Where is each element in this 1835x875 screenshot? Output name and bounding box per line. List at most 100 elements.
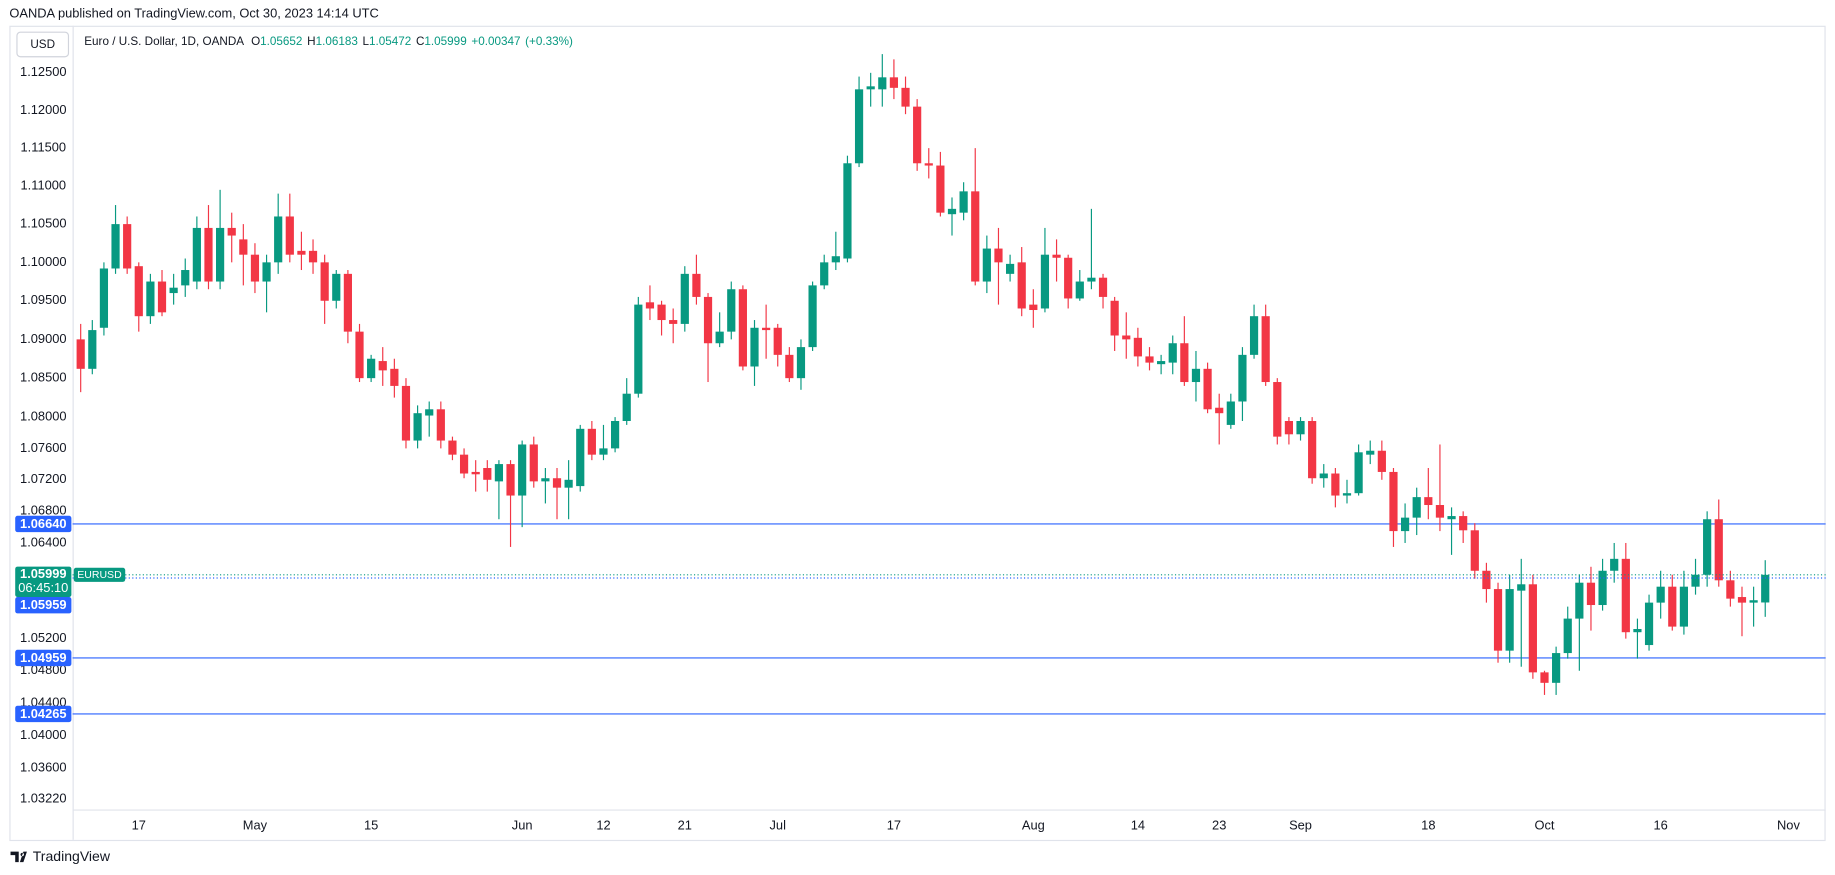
candle-body — [134, 266, 143, 317]
candle-body — [808, 285, 817, 348]
candle-body — [1540, 672, 1549, 683]
legend-change: +0.00347 — [471, 35, 520, 48]
candle-body — [959, 191, 968, 213]
candle-body — [878, 77, 887, 90]
candle-body — [1249, 316, 1259, 355]
legend-key: C — [416, 35, 424, 48]
candle-body — [192, 227, 201, 282]
candle-body — [169, 287, 178, 294]
y-tick-label: 1.10000 — [20, 254, 66, 269]
candle-body — [216, 227, 225, 282]
candle-body — [1098, 277, 1108, 297]
legend-value: 1.05472 — [369, 35, 411, 48]
candle-body — [111, 224, 120, 269]
level-label-box — [15, 649, 72, 667]
candle-body — [1168, 343, 1177, 363]
candle-body — [448, 440, 457, 455]
candle-body — [239, 239, 248, 255]
candle-body — [390, 368, 399, 386]
candle-body — [1749, 600, 1758, 603]
x-tick-label: Aug — [1022, 817, 1045, 832]
candle-body — [1737, 597, 1747, 603]
candle-body — [1377, 450, 1386, 472]
candle-body — [401, 385, 411, 441]
candle-body — [99, 268, 109, 328]
candle-body — [1366, 450, 1375, 455]
candle-body — [1400, 517, 1410, 532]
candle-body — [669, 320, 678, 324]
candle-body — [1203, 368, 1212, 410]
candle-body — [913, 106, 922, 164]
candle-body — [889, 77, 899, 88]
candle-body — [1552, 653, 1561, 683]
x-tick-label: 17 — [132, 817, 146, 832]
candle-body — [157, 281, 167, 313]
level-label: 1.04265 — [20, 706, 66, 721]
candle-body — [1459, 516, 1468, 531]
candle-body — [1017, 262, 1026, 309]
candle-body — [1586, 582, 1596, 606]
candle-body — [1110, 300, 1119, 336]
candle-body — [1470, 530, 1479, 571]
candle-body — [576, 428, 585, 487]
legend-key: O — [251, 35, 260, 48]
candle-body — [204, 227, 213, 282]
candle-body — [820, 262, 829, 286]
candle-body — [320, 262, 329, 301]
candle-body — [1517, 584, 1526, 591]
candle-body — [367, 358, 376, 379]
candle-body — [274, 216, 283, 263]
candle-body — [471, 471, 480, 475]
candle-body — [1040, 254, 1050, 309]
candle-body — [1064, 257, 1073, 299]
y-tick-label: 1.09000 — [20, 331, 66, 346]
candle-body — [1435, 505, 1445, 518]
candle-body — [866, 86, 875, 90]
candle-body — [785, 354, 794, 379]
candle-body — [564, 479, 573, 488]
candle-body — [1644, 602, 1654, 646]
currency-box[interactable] — [16, 31, 70, 58]
candle-body — [1447, 516, 1456, 520]
candle-body — [262, 262, 271, 282]
plot-area: 1.12500 1.12000 1.11500 1.11000 1.10500 1.100… — [20, 54, 1826, 832]
x-tick-label: 15 — [364, 817, 378, 832]
y-tick-label: 1.12500 — [20, 64, 66, 79]
candle-body — [622, 393, 631, 422]
y-tick-label: 1.09500 — [20, 292, 66, 307]
x-tick-label: 16 — [1654, 817, 1668, 832]
candle-body — [436, 409, 445, 441]
x-tick-label: 21 — [678, 817, 692, 832]
candle-body — [541, 478, 550, 482]
candle-body — [1029, 304, 1038, 311]
level-label: 1.06640 — [20, 516, 66, 531]
footer-brand: TradingView — [33, 848, 111, 864]
candle-body — [1668, 586, 1677, 627]
currency-label[interactable]: USD — [30, 38, 55, 51]
candle-body — [1505, 589, 1514, 651]
candle-body — [459, 454, 469, 474]
y-tick-label: 1.03600 — [20, 759, 66, 774]
y-tick-label: 1.06800 — [20, 503, 66, 518]
bid-price-box — [15, 597, 72, 614]
x-tick-label: 12 — [596, 817, 610, 832]
candle-body — [1133, 337, 1142, 357]
x-tick-label: Nov — [1777, 817, 1800, 832]
candle-body — [750, 327, 759, 367]
y-tick-label: 1.06400 — [20, 534, 66, 549]
x-tick-label: Jul — [770, 817, 786, 832]
candle-body — [285, 216, 294, 255]
x-tick-label: 14 — [1131, 817, 1145, 832]
candle-body — [1493, 589, 1503, 651]
x-tick-label: Oct — [1534, 817, 1554, 832]
candle-body — [1308, 421, 1317, 479]
legend-value: 1.05652 — [260, 35, 302, 48]
candle-body — [181, 270, 190, 286]
candle-body — [727, 289, 736, 332]
candle-body — [762, 327, 771, 331]
candle-body — [332, 273, 341, 301]
candle-body — [518, 444, 527, 496]
candle-body — [76, 339, 85, 369]
